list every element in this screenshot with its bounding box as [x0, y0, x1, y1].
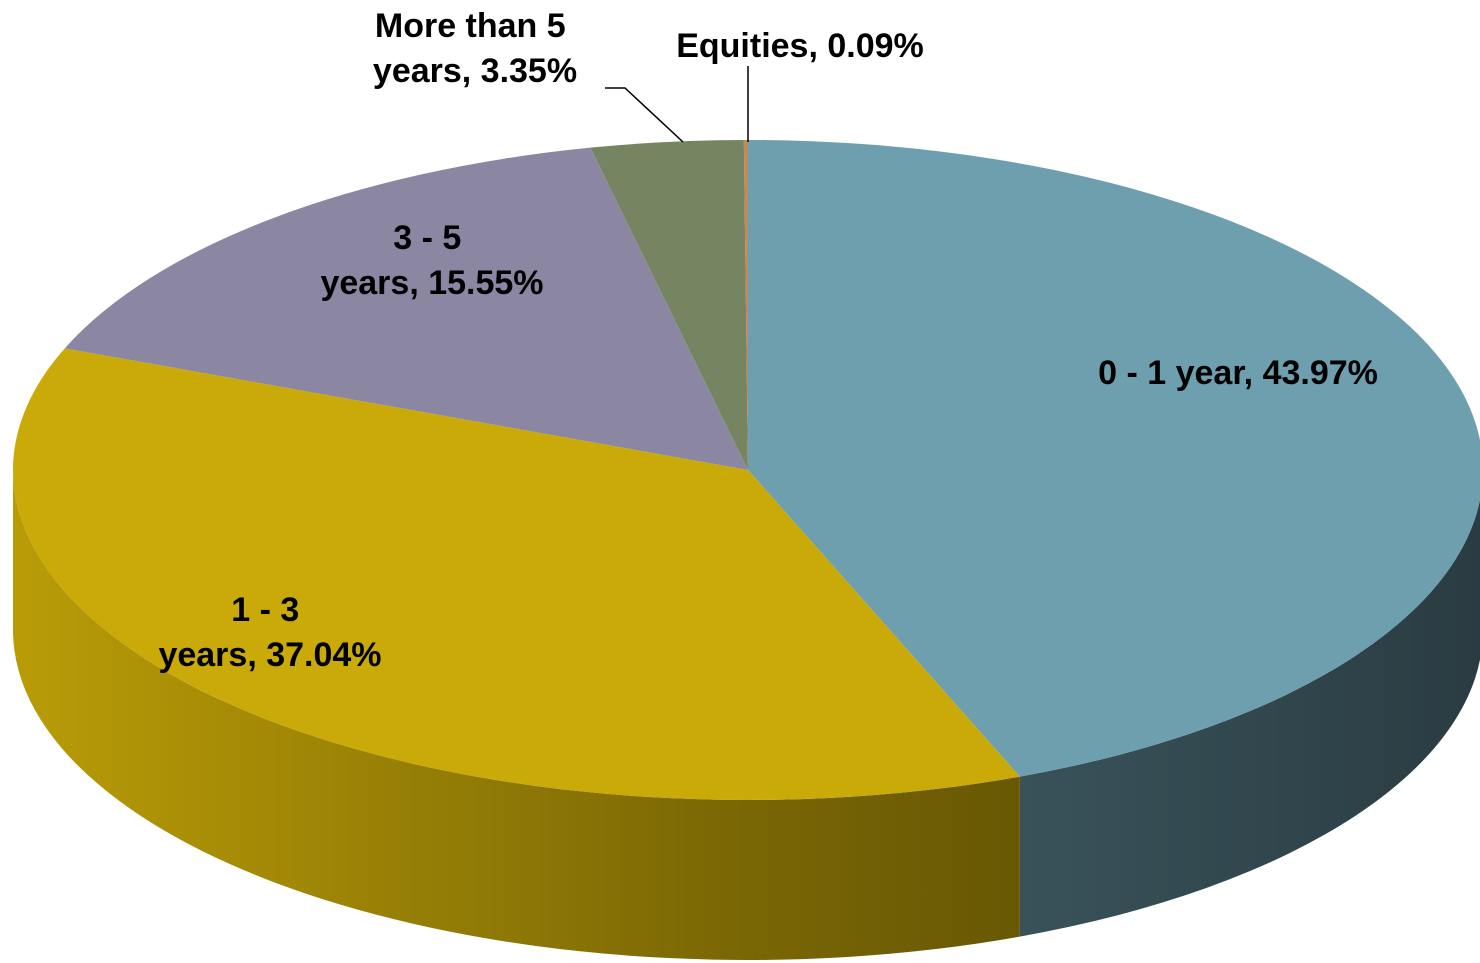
pie-sides: [13, 470, 1480, 960]
leader-line: [605, 87, 684, 143]
slice-side: [13, 470, 1020, 960]
slice-side: [1019, 499, 1480, 937]
slice: [13, 348, 1020, 800]
label-line: years, 37.04%: [158, 636, 381, 674]
label-line: years, 3.35%: [373, 52, 577, 90]
data-label: 0 - 1 year, 43.97%: [1098, 354, 1378, 392]
slice: [743, 140, 748, 470]
data-label: 1 - 3 years, 37.04%: [158, 591, 381, 674]
slice: [590, 140, 748, 470]
pie-tops: [13, 140, 1480, 800]
data-label: 3 - 5 years, 15.55%: [320, 219, 543, 302]
data-label: Equities, 0.09%: [676, 27, 924, 65]
slice: [64, 147, 748, 470]
label-line: 1 - 3: [231, 591, 308, 629]
label-line: More than 5: [375, 7, 575, 45]
data-labels: 0 - 1 year, 43.97% 1 - 3 years, 37.04% 3 -…: [158, 7, 1377, 674]
slice: [748, 140, 1480, 777]
label-line: years, 15.55%: [320, 264, 543, 302]
label-line: 3 - 5: [393, 219, 470, 257]
data-label: More than 5 years, 3.35%: [373, 7, 577, 90]
